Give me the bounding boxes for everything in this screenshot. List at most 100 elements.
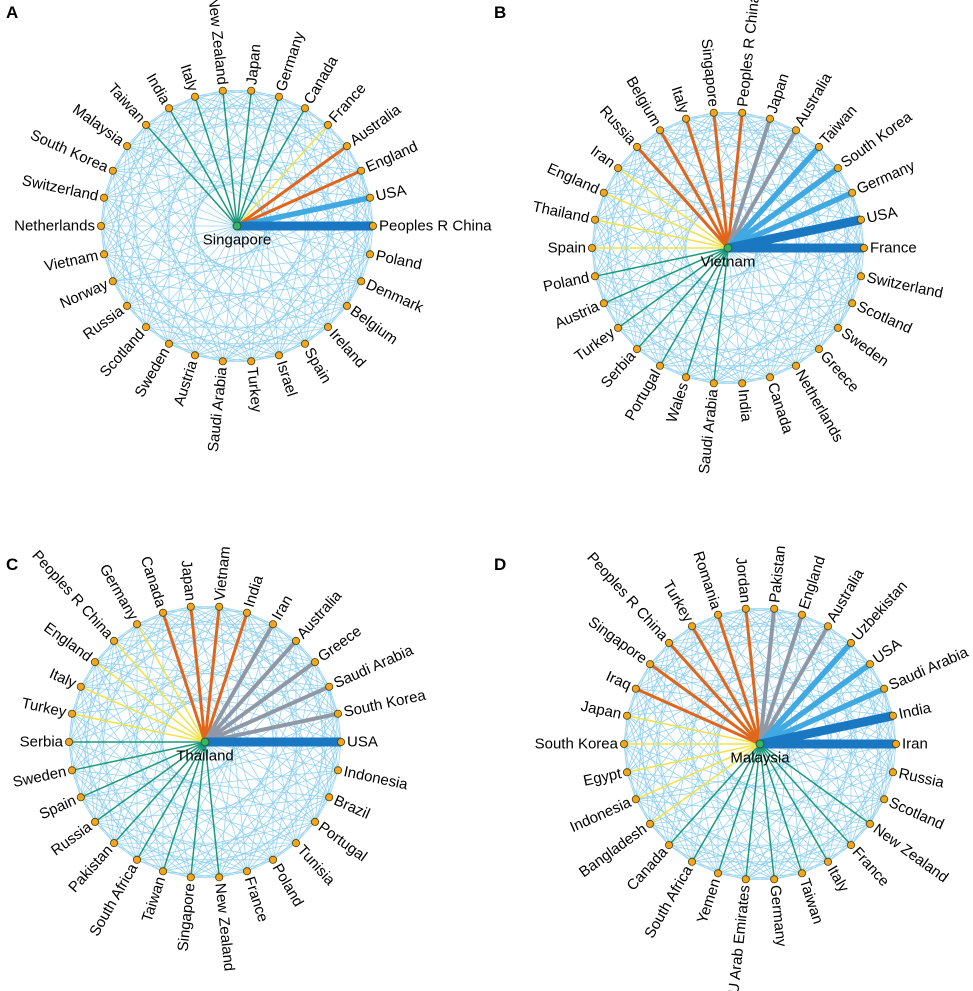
node-iran: [268, 620, 277, 629]
node-label-pakistan: Pakistan: [766, 545, 789, 604]
node-usa: [866, 660, 875, 669]
mesh-link: [659, 129, 839, 329]
hub-link-france: [759, 743, 852, 846]
node-germany: [274, 92, 283, 101]
node-label-israel: Israel: [273, 358, 301, 398]
node-label-greece: Greece: [315, 623, 365, 666]
node-label-usa: USA: [347, 734, 378, 751]
mesh-link: [145, 96, 280, 126]
hub-link-taiwan: [725, 145, 822, 250]
hub-link-spain: [80, 741, 206, 798]
node-vietnam: [100, 250, 109, 259]
mesh-link: [80, 741, 342, 798]
mesh-link: [71, 612, 164, 714]
hub-link-turkey: [617, 247, 729, 329]
mesh-link: [837, 167, 853, 193]
node-label-iran: Iran: [902, 736, 928, 753]
mesh-link: [594, 192, 605, 220]
node-peoples-r-china: [665, 638, 674, 647]
mesh-link: [100, 225, 348, 307]
mesh-link: [94, 640, 115, 663]
mesh-link: [103, 124, 147, 255]
mesh-link: [360, 170, 371, 255]
mesh-link: [623, 626, 693, 745]
mesh-link: [626, 715, 670, 846]
mesh-link: [295, 640, 316, 663]
mesh-link: [773, 798, 885, 880]
hub-link-england: [94, 661, 206, 743]
panel-letter: C: [6, 555, 18, 574]
mesh-link: [837, 303, 853, 329]
mesh-link: [668, 844, 803, 874]
node-japan: [186, 602, 195, 611]
node-england: [357, 166, 366, 175]
mesh-link: [769, 365, 797, 378]
node-label-belgium: Belgium: [347, 303, 401, 349]
node-label-england: England: [363, 138, 420, 176]
node-label-india: India: [734, 388, 754, 423]
node-saudi-arabia: [709, 379, 718, 388]
node-brazil: [325, 793, 334, 802]
node-south-korea: [620, 740, 629, 749]
mesh-link: [190, 821, 316, 878]
mesh-link: [617, 112, 743, 169]
mesh-link: [668, 688, 885, 846]
mesh-link: [636, 348, 771, 378]
mesh-link: [194, 96, 329, 126]
node-label-turkey: Turkey: [243, 366, 265, 413]
node-label-france: France: [870, 240, 917, 257]
mesh-link: [635, 799, 651, 825]
node-label-iran: Iran: [269, 592, 297, 623]
mesh-link: [218, 796, 330, 878]
node-indonesia: [333, 766, 342, 775]
mesh-link: [80, 662, 96, 798]
mesh-links: [100, 90, 374, 362]
node-label-peoples-r-china: Peoples R China: [28, 547, 116, 643]
mesh-link: [113, 842, 248, 872]
node-label-indonesia: Indonesia: [567, 794, 634, 836]
node-label-brazil: Brazil: [331, 792, 372, 823]
mesh-link: [103, 197, 147, 328]
node-italy: [190, 92, 199, 101]
node-germany: [770, 875, 779, 884]
node-label-jordan: Jordan: [732, 556, 754, 603]
mesh-link: [112, 170, 306, 345]
node-switzerland: [857, 272, 866, 281]
mesh-link: [617, 146, 638, 169]
hub-link-saudi-arabia: [758, 686, 886, 747]
node-label-austria: Austria: [171, 358, 202, 408]
node-label-poland: Poland: [269, 861, 307, 910]
node-france: [323, 120, 332, 129]
mesh-link: [328, 770, 339, 798]
mesh-link: [278, 343, 306, 356]
hub-link-canada: [161, 612, 207, 743]
hub-link-yemen: [717, 743, 761, 874]
mesh-link: [222, 90, 348, 147]
mesh-link: [623, 743, 747, 880]
hub-link-uzbekistan: [757, 641, 854, 746]
mesh-link: [892, 743, 897, 773]
node-israel: [274, 351, 283, 360]
hub-label: Singapore: [203, 232, 271, 249]
mesh-link: [126, 145, 371, 255]
hub-link-peoples-r-china: [113, 640, 206, 743]
mesh-link: [617, 327, 638, 350]
mesh-link: [113, 623, 138, 642]
node-switzerland: [100, 193, 109, 202]
node-label-usa: USA: [870, 635, 905, 667]
mesh-link: [68, 624, 138, 743]
node-label-usa: USA: [374, 182, 408, 205]
mesh-link: [769, 118, 862, 220]
node-label-yemen: Yemen: [694, 876, 724, 925]
hub-link-taiwan: [759, 743, 803, 874]
hub-link-iraq: [635, 687, 761, 746]
hub-link-thailand: [594, 218, 729, 249]
mesh-link: [685, 348, 820, 378]
mesh-link: [94, 821, 115, 844]
node-label-russia: Russia: [80, 302, 128, 343]
mesh-link: [250, 280, 362, 362]
mesh-link: [246, 612, 274, 625]
mesh-link: [162, 842, 297, 872]
node-label-taiwan: Taiwan: [104, 80, 148, 126]
